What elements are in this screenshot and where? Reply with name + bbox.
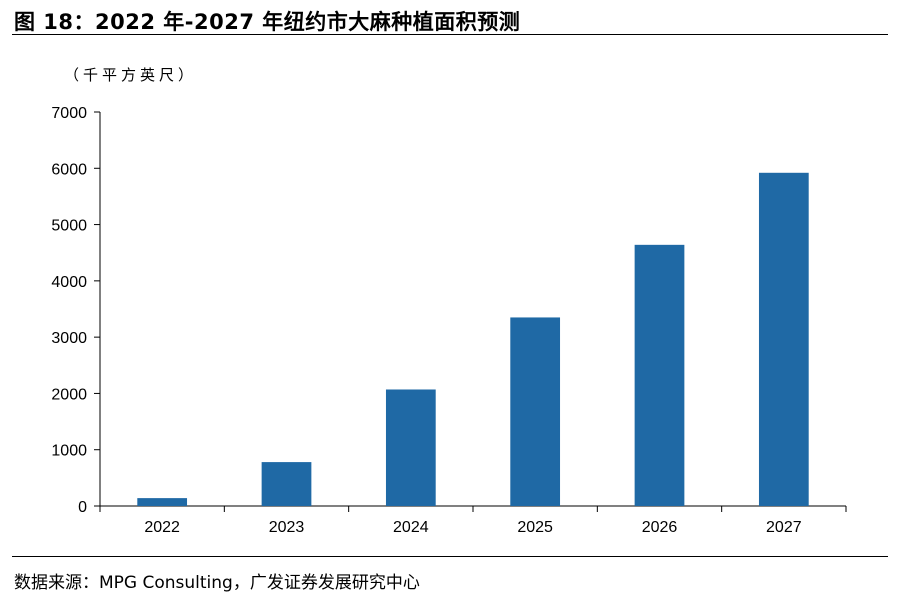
- x-tick-label: 2022: [144, 519, 180, 536]
- bar-2026: [634, 244, 685, 506]
- bar-series: [137, 172, 809, 506]
- source-divider: [12, 556, 888, 557]
- y-tick-label: 2000: [51, 386, 87, 403]
- y-axis-unit-label: （千平方英尺）: [64, 66, 198, 84]
- x-tick-label: 2025: [517, 519, 553, 536]
- y-tick-label: 1000: [51, 443, 87, 460]
- x-tick-label: 2027: [766, 519, 802, 536]
- x-axis: 2022 2023 2024 2025 2026 2027: [99, 505, 847, 536]
- x-tick-label: 2023: [269, 519, 305, 536]
- title-divider: [12, 34, 888, 35]
- bar-2023: [261, 462, 312, 506]
- figure-title: 图 18：2022 年-2027 年纽约市大麻种植面积预测: [14, 10, 521, 34]
- bar-2027: [758, 172, 809, 506]
- y-tick-label: 6000: [51, 161, 87, 178]
- bar-2025: [510, 317, 561, 506]
- bar-2024: [385, 389, 436, 506]
- bar-2022: [137, 498, 188, 506]
- y-tick-label: 5000: [51, 218, 87, 235]
- source-note: 数据来源：MPG Consulting，广发证券发展研究中心: [14, 573, 420, 593]
- y-tick-label: 3000: [51, 330, 87, 347]
- x-tick-label: 2026: [642, 519, 678, 536]
- y-tick-label: 0: [78, 499, 87, 516]
- y-tick-label: 7000: [51, 105, 87, 122]
- y-tick-label: 4000: [51, 274, 87, 291]
- x-tick-label: 2024: [393, 519, 429, 536]
- y-axis: 0 1000 2000 3000 4000 5000 6000 7000: [51, 105, 101, 516]
